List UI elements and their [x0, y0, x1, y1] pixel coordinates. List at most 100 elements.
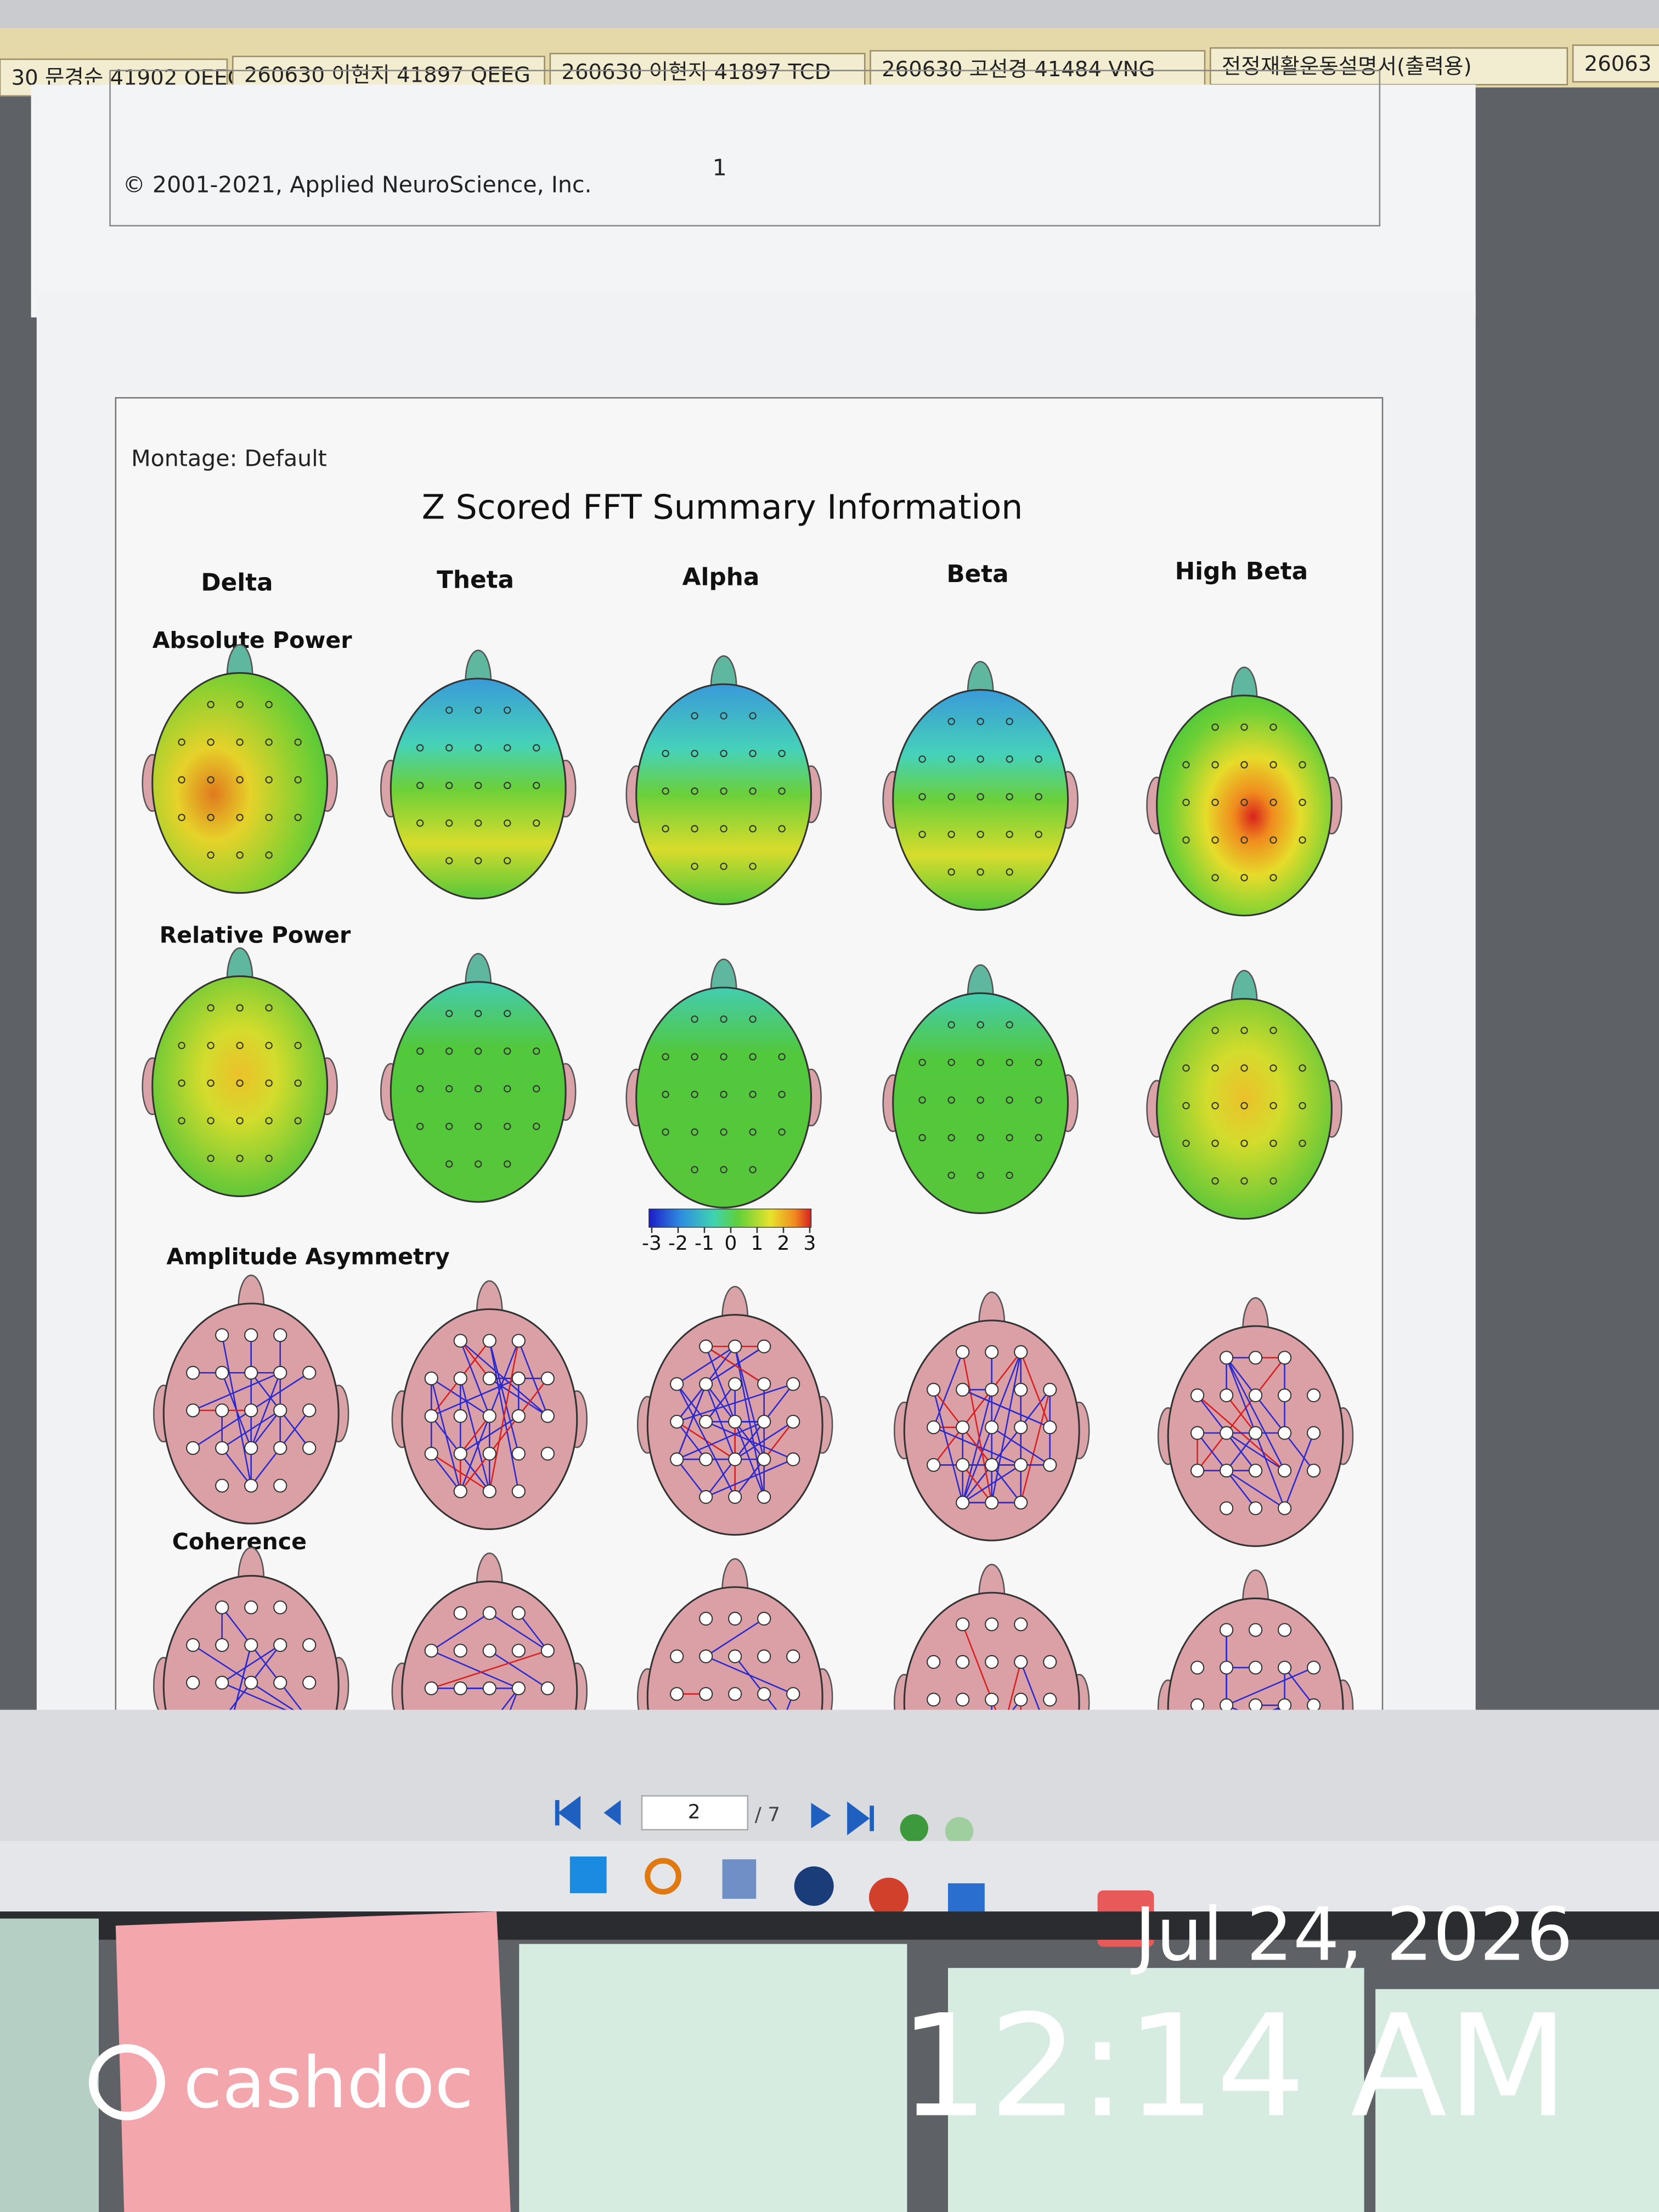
electrode: [977, 1134, 984, 1142]
electrode: [453, 1447, 467, 1461]
electrode: [918, 1134, 926, 1142]
electrode: [482, 1447, 496, 1461]
electrode: [504, 819, 511, 827]
electrode: [778, 1053, 786, 1060]
electrode: [1219, 1463, 1234, 1478]
head: [153, 1274, 349, 1525]
next-page-button[interactable]: [811, 1803, 831, 1829]
electrode: [1240, 874, 1248, 882]
electrode: [1277, 1501, 1292, 1515]
last-page-button[interactable]: [847, 1801, 874, 1836]
current-page-number[interactable]: 2: [688, 1801, 701, 1823]
electrode: [445, 857, 453, 865]
electrode: [244, 1600, 258, 1615]
tab[interactable]: [1210, 47, 1568, 86]
electrode: [728, 1611, 742, 1626]
electrode: [504, 1085, 511, 1093]
electrode: [1248, 1388, 1263, 1403]
connection: [962, 1352, 992, 1503]
electrode: [482, 1644, 496, 1658]
app-icon[interactable]: [869, 1877, 909, 1917]
copyright: © 2001-2021, Applied NeuroScience, Inc.: [123, 171, 592, 198]
tab-label[interactable]: 26063: [1584, 52, 1652, 76]
electrode: [533, 744, 540, 752]
electrode: [482, 1606, 496, 1620]
electrode: [504, 857, 511, 865]
electrode: [1043, 1458, 1057, 1472]
search-icon[interactable]: [645, 1858, 681, 1895]
electrode: [1006, 718, 1013, 725]
connection: [676, 1421, 707, 1460]
electrode: [699, 1649, 713, 1663]
connection: [221, 1447, 252, 1486]
electrode: [720, 1053, 727, 1060]
prev-page-button[interactable]: [603, 1800, 621, 1826]
electrode: [662, 749, 669, 758]
electrode: [977, 793, 984, 800]
forward-button[interactable]: [945, 1817, 974, 1846]
electrode: [977, 755, 984, 763]
electrode: [1306, 1661, 1321, 1675]
connection: [431, 1650, 548, 1689]
electrode: [1211, 798, 1219, 806]
electrode: [265, 701, 273, 708]
electrode: [720, 1015, 727, 1023]
electrode: [178, 814, 185, 821]
tab-label[interactable]: 260630 이현지 41897 QEEG: [244, 63, 531, 87]
electrode: [236, 814, 244, 821]
electrode: [1014, 1692, 1028, 1707]
electrode: [956, 1420, 970, 1435]
connection: [991, 1464, 1022, 1503]
electrode: [749, 825, 757, 833]
connection: [1284, 1432, 1314, 1509]
electrode: [236, 1079, 244, 1087]
electrode: [1299, 836, 1306, 844]
electrode: [215, 1600, 229, 1615]
electrode: [236, 776, 244, 784]
first-page-button[interactable]: [555, 1796, 581, 1830]
electrode: [1277, 1426, 1292, 1440]
electrode: [918, 793, 926, 800]
electrode: [504, 1047, 511, 1055]
electrode: [947, 1171, 955, 1180]
app-icon[interactable]: [794, 1866, 834, 1906]
band-header: Beta: [946, 560, 1008, 588]
electrode: [1269, 1064, 1277, 1072]
electrode: [757, 1377, 771, 1391]
band-header: Delta: [201, 569, 273, 597]
tab-label[interactable]: 260630 고선경 41484 VNG: [882, 57, 1155, 82]
electrode: [416, 782, 424, 789]
back-button[interactable]: [900, 1814, 928, 1843]
electrode: [956, 1496, 970, 1510]
electrode: [294, 1042, 302, 1049]
electrode: [1035, 1096, 1042, 1104]
tab[interactable]: [870, 50, 1206, 88]
electrode: [273, 1403, 287, 1418]
electrode: [691, 825, 698, 833]
head: [882, 964, 1079, 1214]
start-icon[interactable]: [569, 1857, 607, 1893]
electrode: [670, 1377, 684, 1391]
tab-label[interactable]: 전정재활운동설명서(출력용): [1222, 54, 1472, 79]
tab-label[interactable]: 260630 이현지 41897 TCD: [561, 60, 831, 84]
colorbar-tick-label: 3: [804, 1232, 816, 1255]
electrode: [215, 1675, 229, 1690]
electrode: [445, 1160, 453, 1168]
connection: [734, 1346, 765, 1460]
electrode: [236, 1004, 244, 1012]
electrode: [918, 755, 926, 763]
electrode: [511, 1447, 526, 1461]
page-input[interactable]: [641, 1795, 749, 1831]
electrode: [215, 1441, 229, 1455]
connection: [489, 1650, 549, 1689]
connection: [706, 1346, 765, 1385]
electrode: [1277, 1388, 1292, 1403]
electrode: [1014, 1420, 1028, 1435]
electrode: [533, 1085, 540, 1093]
app-icon[interactable]: [722, 1859, 757, 1899]
connection: [193, 1372, 281, 1412]
tab[interactable]: [1572, 44, 1659, 83]
electrode: [720, 825, 727, 833]
connection: [460, 1340, 549, 1417]
